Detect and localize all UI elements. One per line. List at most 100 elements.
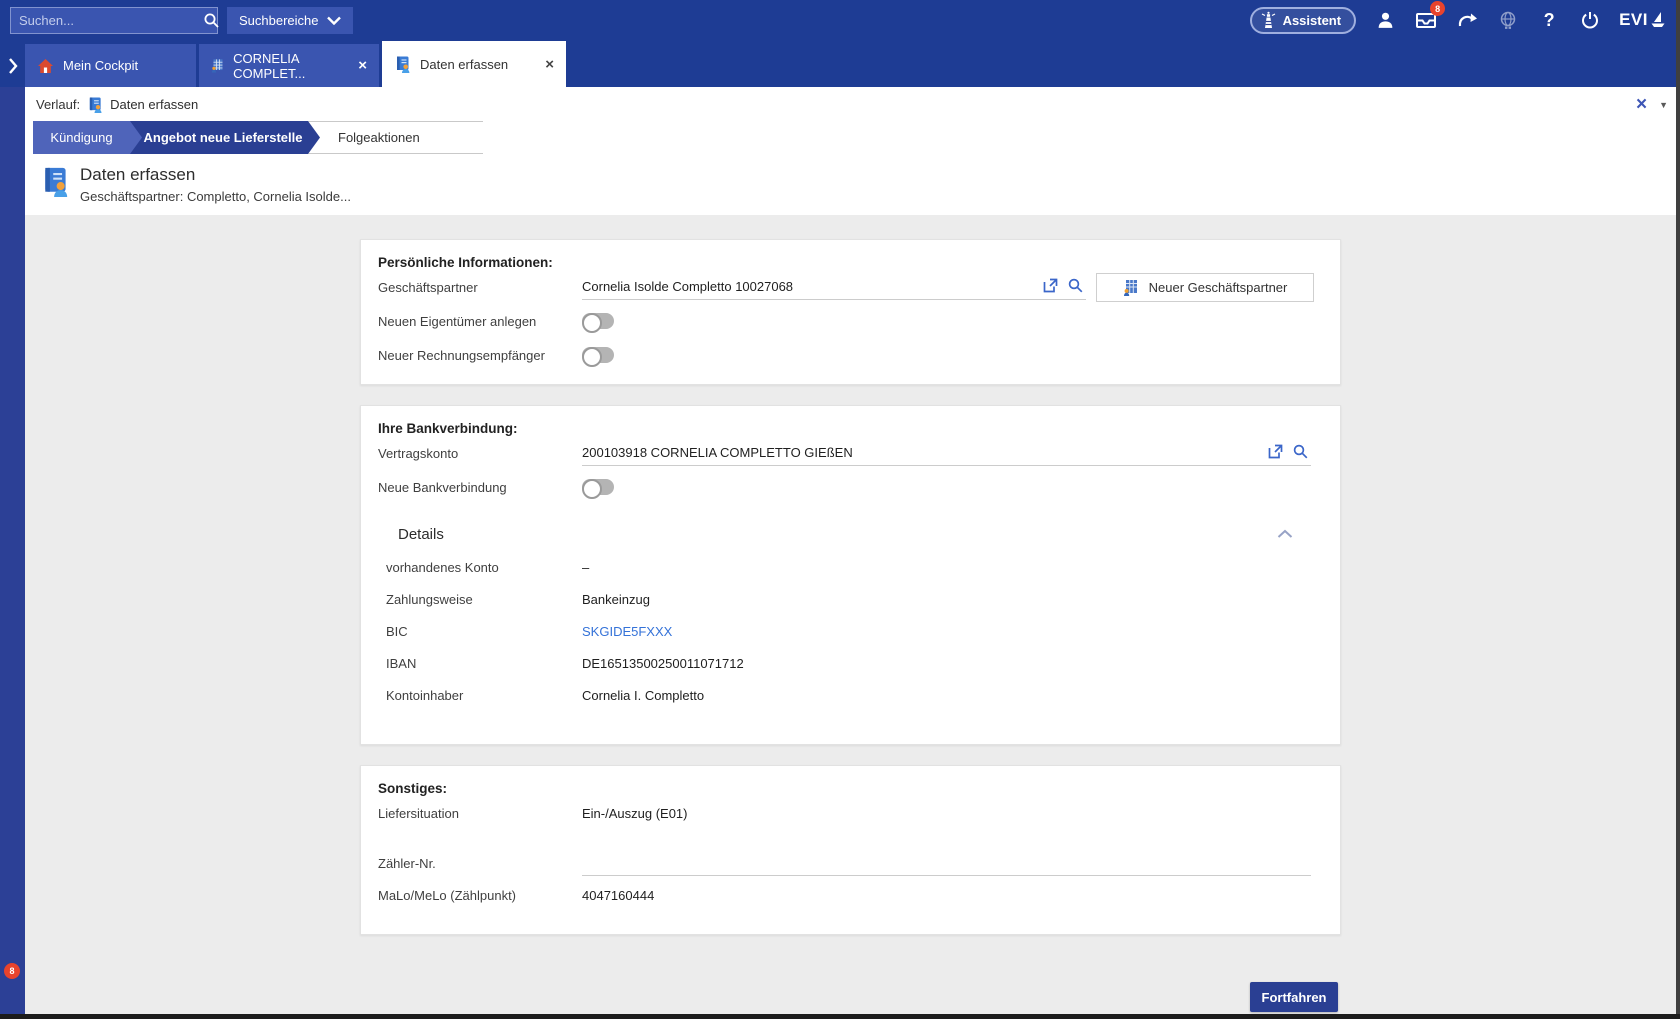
help-icon[interactable]: ?	[1543, 9, 1555, 30]
detail-label: BIC	[386, 623, 408, 639]
zaehler-nr-input[interactable]	[582, 850, 1311, 876]
search-input[interactable]	[11, 7, 203, 33]
field-label: Neuer Rechnungsempfänger	[378, 347, 545, 363]
field-row-geschaeftspartner: Geschäftspartner Cornelia Isolde Complet…	[378, 270, 1323, 304]
new-partner-icon	[1123, 279, 1137, 296]
step-angebot-neue-lieferstelle[interactable]: Angebot neue Lieferstelle	[130, 121, 320, 154]
open-external-icon[interactable]	[1267, 443, 1284, 460]
tab-label: CORNELIA COMPLET...	[233, 50, 306, 81]
detail-label: IBAN	[386, 655, 417, 671]
history-bar: Verlauf: Daten erfassen × ▼	[25, 87, 1676, 122]
detail-value: –	[582, 559, 590, 575]
details-heading: Details	[398, 525, 444, 543]
neuer-eigentuemer-toggle[interactable]	[582, 313, 614, 333]
button-label: Neuer Geschäftspartner	[1148, 279, 1288, 295]
fortfahren-button[interactable]: Fortfahren	[1250, 982, 1338, 1012]
detail-label: Zahlungsweise	[386, 591, 473, 607]
history-item-label: Daten erfassen	[110, 97, 199, 112]
collapsed-sidebar: 8	[0, 87, 25, 1014]
user-icon[interactable]	[1373, 7, 1397, 33]
step-kuendigung[interactable]: Kündigung	[33, 121, 142, 154]
notification-badge[interactable]: 8	[4, 963, 20, 979]
section-heading: Sonstiges:	[378, 781, 448, 796]
form-area: Persönliche Informationen: Geschäftspart…	[25, 215, 1676, 1014]
card-sonstiges: Sonstiges: Liefersituation Ein-/Auszug (…	[360, 765, 1341, 935]
field-row-malo-melo: MaLo/MeLo (Zählpunkt) 4047160444	[378, 880, 1323, 910]
detail-label: vorhandenes Konto	[386, 559, 499, 575]
assistant-button[interactable]: Assistent	[1249, 6, 1357, 34]
card-personal-info: Persönliche Informationen: Geschäftspart…	[360, 239, 1341, 385]
building-icon	[211, 59, 223, 73]
neue-bankverbindung-toggle[interactable]	[582, 479, 614, 499]
history-label: Verlauf:	[36, 97, 81, 112]
home-icon	[38, 58, 53, 73]
field-value: 200103918 CORNELIA COMPLETTO GIEßEN	[582, 445, 853, 460]
vertragskonto-input[interactable]: 200103918 CORNELIA COMPLETTO GIEßEN	[582, 440, 1311, 466]
tab-daten-erfassen[interactable]: Daten erfassen ×	[382, 41, 566, 87]
caret-down-icon[interactable]: ▼	[1659, 99, 1668, 110]
main-content: Verlauf: Daten erfassen × ▼ Kündigung An…	[25, 87, 1676, 1014]
field-value: Cornelia Isolde Completto 10027068	[582, 279, 794, 294]
open-external-icon[interactable]	[1042, 277, 1059, 294]
person-book-icon	[397, 56, 410, 73]
search-icon[interactable]	[203, 8, 220, 33]
detail-row: BIC SKGIDE5FXXX	[378, 615, 1323, 647]
page-title: Daten erfassen	[80, 165, 196, 184]
search-scope-label: Suchbereiche	[239, 12, 319, 28]
history-item[interactable]: Daten erfassen	[87, 96, 199, 113]
page-subtitle: Geschäftspartner: Completto, Cornelia Is…	[80, 189, 351, 204]
tab-cornelia-completto[interactable]: CORNELIA COMPLET... ×	[199, 44, 379, 87]
field-row-liefersituation: Liefersituation Ein-/Auszug (E01)	[378, 796, 1323, 830]
toggle-row-neue-bankverbindung: Neue Bankverbindung	[378, 470, 1323, 504]
sidebar-expand-chevron[interactable]	[0, 44, 25, 87]
field-row-vertragskonto: Vertragskonto 200103918 CORNELIA COMPLET…	[378, 436, 1323, 470]
section-heading: Persönliche Informationen:	[378, 255, 553, 270]
global-search	[10, 6, 220, 34]
lighthouse-icon	[1261, 11, 1275, 28]
collapse-chevron-up-icon[interactable]	[1277, 526, 1293, 543]
step-folgeaktionen[interactable]: Folgeaktionen	[308, 121, 483, 154]
sailboat-icon	[1651, 12, 1665, 27]
geschaeftspartner-input[interactable]: Cornelia Isolde Completto 10027068	[582, 274, 1086, 300]
tab-close-icon[interactable]: ×	[545, 55, 554, 73]
field-value: Ein-/Auszug (E01)	[582, 805, 688, 821]
detail-row: Zahlungsweise Bankeinzug	[378, 583, 1323, 615]
assistant-label: Assistent	[1282, 12, 1342, 28]
field-label: MaLo/MeLo (Zählpunkt)	[378, 887, 517, 903]
top-bar-actions: Assistent 8 ? EVI	[1249, 1, 1680, 34]
detail-row: Kontoinhaber Cornelia I. Completto	[378, 679, 1323, 711]
chevron-down-icon	[326, 16, 341, 25]
detail-value: Bankeinzug	[582, 591, 650, 607]
field-label: Geschäftspartner	[378, 279, 478, 295]
field-label: Neuen Eigentümer anlegen	[378, 313, 537, 329]
tab-label: Daten erfassen	[420, 56, 509, 72]
bic-link[interactable]: SKGIDE5FXXX	[582, 623, 673, 639]
globe-icon[interactable]	[1496, 7, 1520, 33]
details-header: Details	[378, 517, 1323, 551]
brand-text: EVI	[1619, 10, 1648, 29]
section-heading: Ihre Bankverbindung:	[378, 421, 518, 436]
redo-arrow-icon[interactable]	[1455, 7, 1479, 33]
field-label: Zähler-Nr.	[378, 855, 436, 871]
inbox-icon[interactable]: 8	[1414, 1, 1446, 33]
search-value-help-icon[interactable]	[1292, 443, 1309, 460]
detail-label: Kontoinhaber	[386, 687, 464, 703]
toggle-row-neuer-eigentuemer: Neuen Eigentümer anlegen	[378, 304, 1323, 338]
search-scope-dropdown[interactable]: Suchbereiche	[227, 6, 353, 34]
inbox-badge: 8	[1430, 1, 1446, 16]
neuer-rechnungsempfaenger-toggle[interactable]	[582, 347, 614, 367]
tab-close-icon[interactable]: ×	[358, 57, 367, 74]
field-label: Liefersituation	[378, 805, 459, 821]
close-view-icon[interactable]: ×	[1635, 94, 1648, 115]
person-book-icon	[45, 167, 68, 197]
detail-value: DE16513500250011071712	[582, 655, 744, 671]
field-value: 4047160444	[582, 887, 655, 903]
window-right-edge	[1676, 0, 1680, 1019]
tab-mein-cockpit[interactable]: Mein Cockpit	[25, 44, 196, 87]
power-icon[interactable]	[1578, 7, 1602, 33]
search-value-help-icon[interactable]	[1067, 277, 1084, 294]
field-label: Neue Bankverbindung	[378, 479, 507, 495]
brand-logo: EVI	[1619, 10, 1666, 30]
new-business-partner-button[interactable]: Neuer Geschäftspartner	[1096, 272, 1314, 302]
detail-row: IBAN DE16513500250011071712	[378, 647, 1323, 679]
